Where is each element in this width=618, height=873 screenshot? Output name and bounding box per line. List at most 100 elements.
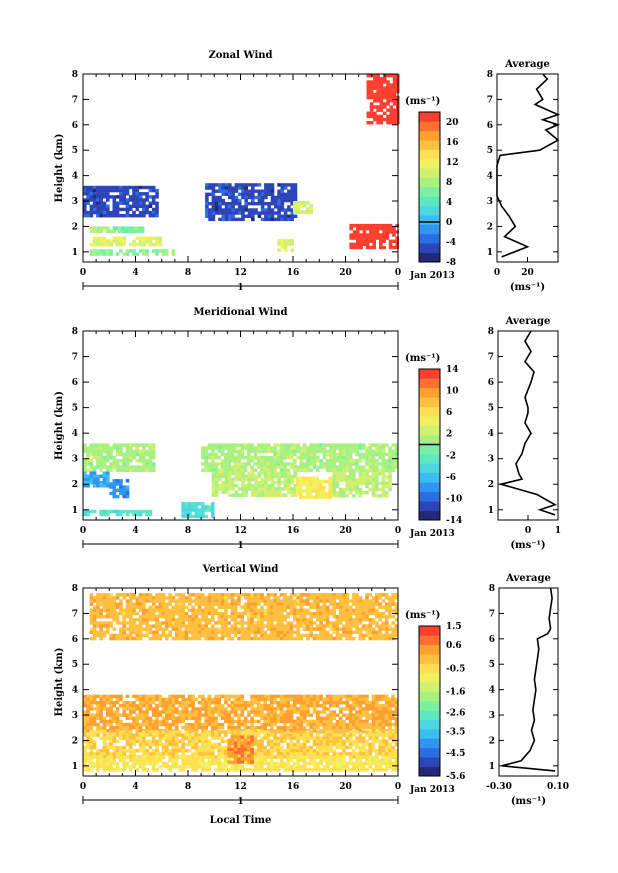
heatmap-cell [319, 755, 323, 760]
heatmap-cell [161, 755, 166, 760]
heatmap-cell [197, 502, 202, 506]
heatmap-cell [171, 694, 176, 699]
heatmap-cell [386, 117, 390, 122]
heatmap-cell [174, 633, 179, 638]
heatmap-cell [119, 749, 123, 753]
heatmap-cell [148, 456, 153, 460]
heatmap-cell [316, 768, 320, 772]
heatmap-cell [361, 755, 366, 760]
heatmap-cell [378, 722, 382, 727]
heatmap-cell [96, 630, 100, 635]
heatmap-cell [237, 452, 241, 457]
heatmap-cell [243, 630, 248, 635]
heatmap-cell [155, 242, 159, 247]
heatmap-cell [138, 733, 143, 737]
heatmap-cell [124, 226, 128, 230]
heatmap-cell [194, 505, 199, 509]
heatmap-cell [151, 242, 156, 247]
heatmap-cell [221, 189, 226, 193]
heatmap-cell [345, 484, 350, 489]
heatmap-cell [181, 726, 185, 730]
heatmap-cell [112, 236, 117, 240]
heatmap-cell [348, 481, 353, 485]
heatmap-cell [99, 596, 103, 600]
heatmap-cell [89, 214, 94, 218]
heatmap-cell [106, 210, 110, 215]
heatmap-cell [283, 713, 287, 717]
heatmap-cell [224, 752, 228, 756]
heatmap-cell [121, 226, 125, 230]
heatmap-cell [365, 459, 369, 463]
heatmap-cell [96, 707, 100, 711]
heatmap-cell [378, 449, 382, 454]
heatmap-cell [290, 214, 294, 218]
heatmap-cell [270, 707, 274, 711]
heatmap-cell [83, 201, 87, 205]
heatmap-cell [254, 195, 258, 200]
heatmap-cell [348, 730, 353, 734]
heatmap-cell [369, 227, 373, 231]
heatmap-cell [251, 186, 255, 190]
heatmap-cell [306, 210, 310, 214]
heatmap-cell [158, 611, 163, 616]
heatmap-cell [128, 602, 133, 606]
heatmap-cell [148, 210, 153, 215]
heatmap-cell [127, 229, 132, 233]
heatmap-cell [237, 596, 241, 600]
heatmap-cell [151, 694, 156, 699]
heatmap-cell [188, 596, 192, 600]
heatmap-cell [119, 485, 123, 489]
heatmap-cell [260, 739, 264, 744]
heatmap-cell [253, 719, 258, 724]
heatmap-cell [96, 726, 100, 730]
heatmap-cell [151, 719, 156, 724]
heatmap-cell [211, 599, 215, 603]
colorbar-swatch [419, 444, 440, 455]
heatmap-cell [155, 192, 159, 196]
x-tick-label: 20 [339, 526, 352, 536]
heatmap-cell [315, 489, 319, 493]
heatmap-cell [227, 449, 231, 454]
heatmap-cell [106, 608, 110, 613]
heatmap-cell [283, 186, 288, 190]
heatmap-cell [322, 749, 327, 753]
heatmap-cell [267, 471, 271, 475]
heatmap-cell [325, 479, 329, 484]
heatmap-cell [312, 452, 317, 457]
heatmap-cell [338, 459, 343, 463]
heatmap-cell [240, 722, 245, 727]
heatmap-cell [165, 252, 169, 256]
heatmap-cell [201, 602, 205, 606]
heatmap-cell [253, 596, 258, 600]
heatmap-cell [214, 462, 218, 466]
heatmap-cell [184, 605, 189, 609]
heatmap-cell [286, 742, 290, 747]
heatmap-cell [283, 477, 288, 482]
heatmap-cell [220, 468, 225, 472]
heatmap-cell [227, 704, 231, 708]
heatmap-cell [112, 482, 117, 486]
heatmap-cell [385, 230, 390, 234]
heatmap-cell [197, 749, 202, 753]
heatmap-cell [395, 245, 399, 250]
heatmap-cell [302, 449, 307, 454]
heatmap-cell [264, 480, 268, 485]
heatmap-cell [115, 761, 120, 766]
heatmap-cell [86, 716, 90, 720]
heatmap-cell [211, 605, 215, 609]
heatmap-cell [332, 726, 336, 730]
heatmap-cell [92, 443, 97, 447]
colorbar-tick-label: 14 [446, 365, 459, 375]
heatmap-cell [158, 704, 163, 708]
heatmap-cell [165, 710, 169, 714]
heatmap-cell [194, 627, 199, 631]
heatmap-cell [253, 739, 258, 744]
heatmap-cell [89, 742, 94, 747]
heatmap-cell [243, 446, 248, 450]
heatmap-cell [376, 95, 380, 100]
heatmap-cell [234, 474, 239, 478]
heatmap-cell [197, 733, 202, 737]
heatmap-cell [306, 704, 310, 708]
average-x-tick-label: 20 [521, 268, 534, 278]
heatmap-cell [362, 223, 367, 228]
